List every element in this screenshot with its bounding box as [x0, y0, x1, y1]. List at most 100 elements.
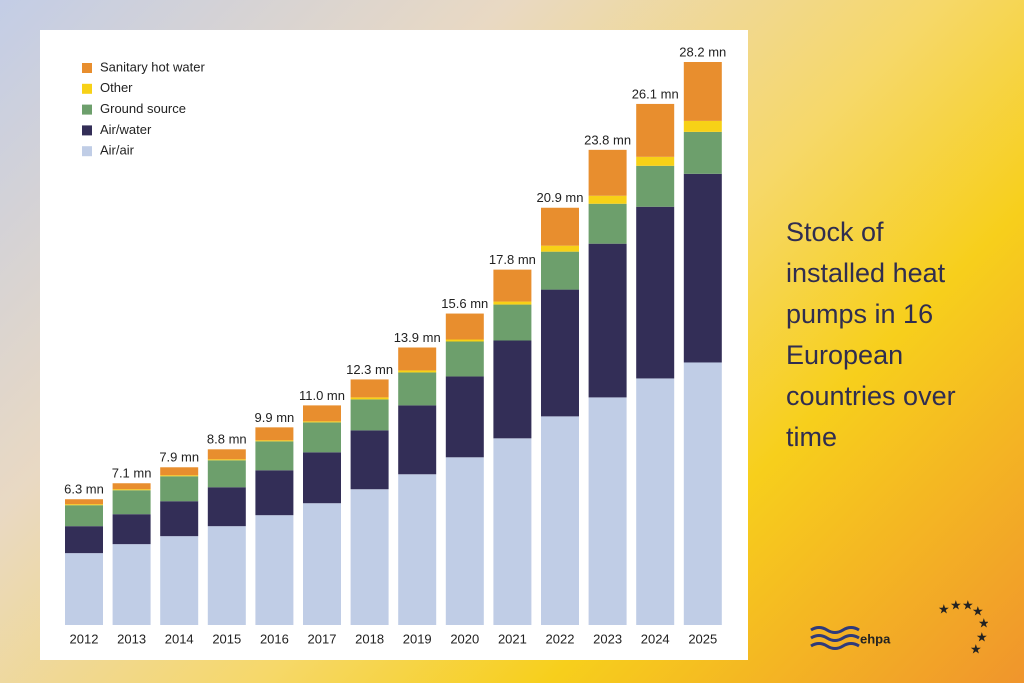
total-label: 12.3 mn [346, 362, 393, 377]
bar-segment [350, 379, 389, 398]
logo-text: ehpa [860, 631, 891, 646]
chart-title: Stock of installed heat pumps in 16 Euro… [786, 217, 956, 452]
bar-segment [636, 165, 675, 207]
chart: 6.3 mn 2012 7.1 mn 2013 7.9 mn 2014 8.8 mn 2015… [64, 44, 726, 646]
legend-swatch [82, 83, 92, 94]
bar-segment [255, 470, 294, 516]
bar-segment [350, 399, 389, 431]
total-label: 20.9 mn [537, 190, 584, 205]
bar-segment [207, 526, 246, 625]
bar-segment [398, 347, 437, 371]
total-label: 26.1 mn [632, 86, 679, 101]
total-label: 23.8 mn [584, 132, 631, 147]
bar-segment [112, 544, 151, 625]
bar-segment [541, 416, 579, 625]
bar-segment [303, 405, 341, 422]
bar-segment [445, 313, 484, 340]
bar-segment [65, 504, 103, 506]
legend-label: Air/water [100, 122, 152, 137]
total-label: 28.2 mn [679, 44, 726, 59]
bar-segment [65, 499, 103, 505]
bar-segment [65, 553, 103, 625]
legend-swatch [82, 63, 92, 73]
svg-text:★: ★ [962, 600, 974, 612]
bar-segment [541, 251, 579, 290]
logo-waves [810, 626, 860, 650]
bar-segment [683, 120, 722, 132]
x-tick-label: 2020 [450, 631, 479, 646]
bar-segment [445, 341, 484, 377]
x-tick-label: 2024 [641, 631, 670, 646]
total-label: 7.1 mn [112, 466, 152, 481]
bar-segment [303, 422, 341, 453]
bar-segment [636, 206, 675, 379]
bar-segment [255, 427, 294, 441]
total-label: 8.8 mn [207, 432, 247, 447]
x-tick-label: 2012 [70, 631, 99, 646]
bar-segment [398, 370, 437, 373]
bar-segment [398, 405, 437, 475]
bar-segment [493, 340, 532, 439]
bar-segment [350, 397, 389, 400]
legend-label: Air/air [100, 143, 135, 158]
bar-segment [541, 289, 579, 417]
bar-segment [493, 438, 532, 625]
bar-segment [65, 505, 103, 527]
bar-segment [683, 131, 722, 174]
bar-segment [636, 156, 675, 166]
bar-segment [160, 501, 199, 537]
bar-segment [541, 245, 579, 252]
bar-segment [398, 372, 437, 406]
x-tick-label: 2022 [546, 631, 575, 646]
bar-segment [493, 269, 532, 302]
legend-swatch [82, 146, 92, 157]
logo: ehpa ★ ★ ★★★★★ [810, 600, 988, 656]
x-tick-label: 2019 [403, 631, 432, 646]
x-tick-label: 2025 [688, 631, 717, 646]
bar-segment [303, 452, 341, 504]
legend-swatch [82, 104, 92, 115]
bar-segment [255, 441, 294, 471]
bar-segment [303, 503, 341, 625]
bar-segment [445, 376, 484, 458]
bar-segment [636, 378, 675, 625]
bar-segment [445, 457, 484, 625]
x-tick-label: 2023 [593, 631, 622, 646]
bar-segment [112, 514, 151, 545]
bar-segment [160, 467, 199, 476]
x-tick-label: 2017 [308, 631, 337, 646]
chart-panel: 6.3 mn 2012 7.1 mn 2013 7.9 mn 2014 8.8 mn 2015… [40, 30, 748, 660]
legend-label: Other [100, 80, 133, 95]
bar-segment [636, 103, 675, 157]
bar-segment [255, 440, 294, 442]
bar-segment [160, 475, 199, 477]
bar-segment [65, 526, 103, 554]
svg-text:★: ★ [970, 641, 982, 656]
bar-segment [683, 173, 722, 363]
bar-segment [303, 421, 341, 423]
bar-segment [350, 489, 389, 625]
svg-text:★: ★ [938, 601, 950, 616]
legend-label: Ground source [100, 101, 186, 116]
bar-segment [493, 301, 532, 305]
total-label: 9.9 mn [255, 410, 295, 425]
x-tick-label: 2015 [212, 631, 241, 646]
bar-segment [588, 397, 627, 625]
bar-segment [112, 489, 151, 491]
bar-segment [160, 536, 199, 625]
svg-text:★: ★ [976, 629, 988, 644]
bar-segment [160, 476, 199, 502]
bar-segment [398, 474, 437, 625]
bar-segment [588, 243, 627, 398]
bar-segment [350, 430, 389, 490]
x-tick-label: 2018 [355, 631, 384, 646]
total-label: 13.9 mn [394, 330, 441, 345]
bar-segment [112, 483, 151, 490]
legend-swatch [82, 125, 92, 136]
bar-segment [207, 459, 246, 461]
logo-stars: ★ ★ ★★★★★ [938, 600, 988, 656]
total-label: 7.9 mn [159, 450, 199, 465]
bar-segment [588, 195, 627, 204]
bar-segment [207, 449, 246, 460]
